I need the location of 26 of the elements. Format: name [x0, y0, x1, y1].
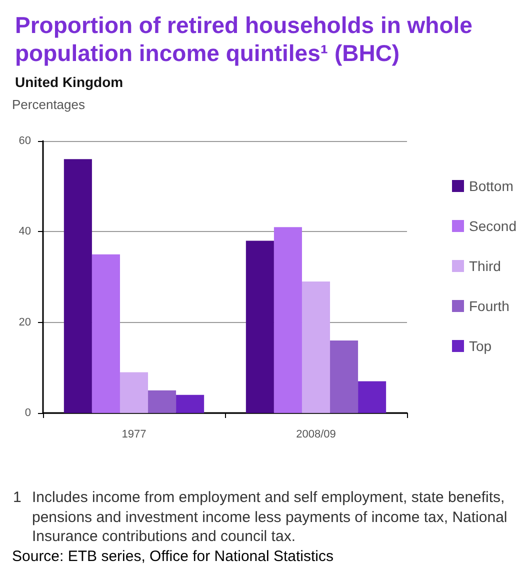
bar: [92, 254, 120, 413]
bar: [120, 372, 148, 413]
chart-subtitle: United Kingdom: [15, 74, 124, 90]
y-tick-label: 20: [18, 316, 31, 328]
x-tick-label: 1977: [122, 428, 146, 440]
bar: [148, 390, 176, 413]
legend-label: Bottom: [469, 178, 514, 194]
bar: [176, 394, 204, 413]
y-tick-label: 60: [18, 135, 31, 147]
bar: [302, 282, 330, 413]
y-axis-title: Percentages: [12, 97, 86, 112]
bar: [246, 240, 274, 413]
y-tick-label: 0: [24, 407, 31, 419]
legend-label: Third: [469, 258, 501, 274]
legend-label: Fourth: [469, 298, 510, 314]
x-tick-label: 2008/09: [296, 428, 336, 440]
chart-title: Proportion of retired households in whole population income quintiles¹ (BHC): [15, 12, 479, 66]
legend-label: Top: [469, 338, 492, 354]
bar: [274, 227, 302, 413]
legend-label: Second: [469, 218, 516, 234]
text: 1 Includes income from employment and self employment, state benefits, pensions and investment income less payments of income tax, National Insurance contributions and council tax.: [12, 488, 508, 546]
bar: [64, 159, 92, 413]
bar: [330, 340, 358, 413]
source-note: Source: ETB series, Office for National Statistics: [12, 548, 334, 565]
bar: [358, 381, 386, 413]
y-tick-label: 40: [18, 226, 31, 238]
